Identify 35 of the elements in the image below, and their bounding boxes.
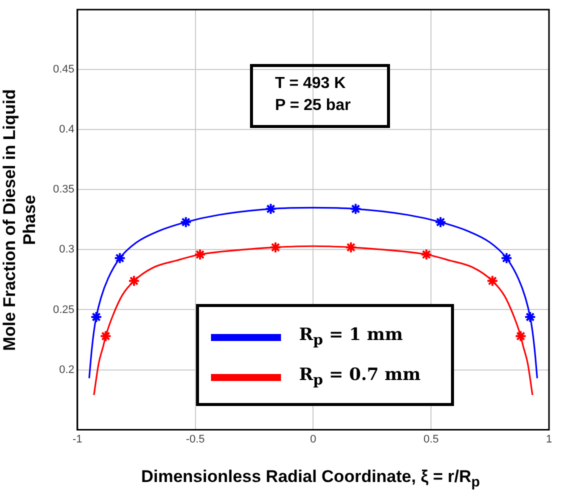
point [264, 202, 277, 215]
legend-label: R$_{p}$ = 1 mm [299, 325, 403, 349]
point [486, 274, 498, 287]
point [269, 241, 282, 254]
x-tick-label: -0.5 [186, 433, 205, 446]
y-tick-label: 0.45 [52, 64, 74, 76]
point [114, 252, 126, 264]
y-tick-label: 0.25 [52, 304, 74, 316]
line-series [88, 206, 538, 379]
y-tick-label: 0.4 [59, 124, 74, 136]
point [344, 241, 357, 254]
x-tick-label: -1 [72, 433, 82, 446]
point [180, 216, 192, 228]
point [500, 252, 513, 264]
point [514, 330, 527, 342]
point [100, 330, 112, 342]
annotation: T = 493 K [275, 75, 346, 92]
annotation: P = 25 bar [275, 97, 351, 114]
y-tick-label: 0.3 [59, 244, 74, 256]
x-tick-label: 1 [546, 433, 552, 446]
x-tick-label: 0 [310, 433, 316, 446]
line-series [93, 245, 534, 396]
y-axis-title: Mole Fraction of Diesel in Liquid Phase [0, 88, 40, 353]
point [350, 202, 362, 215]
legend-label: R$_{p}$ = 0.7 mm [299, 365, 421, 389]
point [128, 274, 140, 287]
x-axis-title: Dimensionless Radial Coordinate, ξ = r/R$_{p}$ [140, 467, 481, 490]
y-tick-label: 0.2 [59, 364, 74, 376]
point [90, 310, 102, 323]
point [434, 216, 447, 228]
point [194, 248, 206, 261]
y-tick-label: 0.35 [52, 184, 74, 196]
point [524, 310, 536, 323]
x-tick-label: 0.5 [423, 433, 439, 446]
point [420, 248, 432, 261]
